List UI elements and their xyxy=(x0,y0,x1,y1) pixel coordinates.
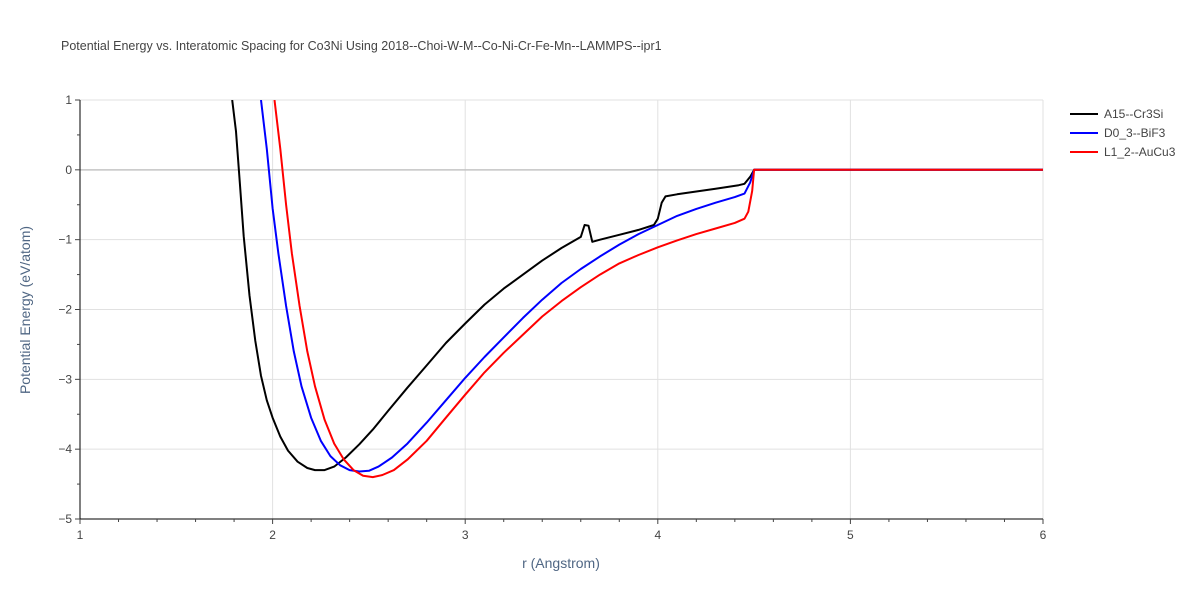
y-axis-title: Potential Energy (eV/atom) xyxy=(17,226,33,394)
series-line-1[interactable] xyxy=(231,100,1043,472)
x-tick-label: 4 xyxy=(654,528,661,542)
legend-item-1[interactable]: A15--Cr3Si xyxy=(1070,107,1163,121)
legend-label: L1_2--AuCu3 xyxy=(1104,145,1176,159)
legend-label: A15--Cr3Si xyxy=(1104,107,1163,121)
x-tick-label: 1 xyxy=(77,528,84,542)
chart-title: Potential Energy vs. Interatomic Spacing… xyxy=(61,39,662,53)
grid xyxy=(80,99,1044,519)
x-tick-label: 2 xyxy=(269,528,276,542)
x-tick-label: 5 xyxy=(847,528,854,542)
series-line-3[interactable] xyxy=(273,100,1044,479)
y-tick-label: −4 xyxy=(58,442,72,456)
series-line-2[interactable] xyxy=(260,100,1043,473)
legend[interactable]: A15--Cr3Si D0_3--BiF3 L1_2--AuCu3 xyxy=(1070,107,1176,159)
y-tick-label: 0 xyxy=(65,163,72,177)
legend-item-2[interactable]: D0_3--BiF3 xyxy=(1070,126,1166,140)
legend-label: D0_3--BiF3 xyxy=(1104,126,1166,140)
x-tick-label: 3 xyxy=(462,528,469,542)
plot-area xyxy=(231,100,1044,479)
y-tick-label: −3 xyxy=(58,372,72,386)
y-tick-label: −5 xyxy=(58,512,72,526)
y-tick-label: −1 xyxy=(58,233,72,247)
axes: 1 2 3 4 5 6 1 0 −1 −2 −3 −4 −5 xyxy=(58,93,1046,542)
x-tick-label: 6 xyxy=(1040,528,1047,542)
legend-item-3[interactable]: L1_2--AuCu3 xyxy=(1070,145,1176,159)
y-tick-label: −2 xyxy=(58,303,72,317)
y-tick-label: 1 xyxy=(65,93,72,107)
x-axis-title: r (Angstrom) xyxy=(522,555,600,571)
